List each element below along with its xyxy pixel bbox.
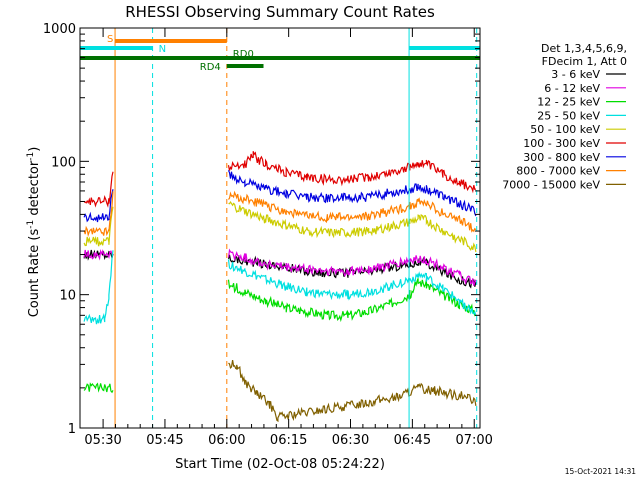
series-line-2 <box>227 278 477 323</box>
series-line-3 <box>227 259 477 317</box>
status-label-rd0: RD0 <box>233 49 254 60</box>
chart-title: RHESSI Observing Summary Count Rates <box>125 3 435 21</box>
legend-header-line-2: FDecim 1, Att 0 <box>542 55 627 68</box>
series-line-1 <box>227 248 477 286</box>
legend-entry-label: 25 - 50 keV <box>537 109 600 122</box>
status-label-rd4: RD4 <box>200 62 221 73</box>
y-label-part-3: ) <box>27 147 42 152</box>
series-line-3 <box>83 250 114 325</box>
y-tick-label: 10 <box>59 289 76 304</box>
series-line-2 <box>83 382 114 394</box>
series-line-7 <box>228 190 477 233</box>
legend-entry-label: 800 - 7000 keV <box>516 165 600 178</box>
series-line-5 <box>84 171 114 208</box>
x-tick-label: 07:00 <box>455 433 492 448</box>
y-label-part-1: Count Rate (s <box>27 229 42 318</box>
y-tick-label: 1 <box>68 422 76 437</box>
legend-entry-label: 7000 - 15000 keV <box>502 178 600 191</box>
x-tick-label: 05:45 <box>146 433 183 448</box>
legend-entry-label: 3 - 6 keV <box>551 68 600 81</box>
x-axis-ticks: 05:30 05:45 06:00 06:15 06:30 06:45 07:00 <box>84 28 493 448</box>
y-label-sup-1: -1 <box>26 220 36 229</box>
x-tick-label: 06:00 <box>208 433 245 448</box>
series-line-4 <box>83 206 114 247</box>
series-line-8 <box>228 360 477 423</box>
y-tick-label: 100 <box>51 155 76 170</box>
data-layer <box>83 151 477 423</box>
series-line-4 <box>228 200 477 253</box>
legend-entry-label: 50 - 100 keV <box>530 123 600 136</box>
legend-entry-label: 6 - 12 keV <box>544 82 600 95</box>
y-axis-label: Count Rate (s-1 detector-1) <box>26 147 42 318</box>
y-label-part-2: detector <box>27 160 42 220</box>
status-label-n: N <box>159 44 166 55</box>
legend-header-line-1: Det 1,3,4,5,6,9, <box>541 42 627 55</box>
status-label-s: S <box>107 34 113 45</box>
legend-entry-label: 300 - 800 keV <box>523 151 600 164</box>
marker-layer <box>114 28 478 428</box>
legend-entry-label: 12 - 25 keV <box>537 96 600 109</box>
x-tick-label: 06:45 <box>394 433 431 448</box>
y-tick-label: 1000 <box>43 22 76 37</box>
series-line-1 <box>83 248 114 261</box>
x-tick-label: 06:15 <box>270 433 307 448</box>
x-tick-label: 05:30 <box>84 433 121 448</box>
x-tick-label: 06:30 <box>332 433 369 448</box>
series-line-6 <box>227 170 477 217</box>
series-line-7 <box>83 191 114 238</box>
x-axis-label: Start Time (02-Oct-08 05:24:22) <box>175 457 385 472</box>
y-label-sup-2: -1 <box>26 152 36 161</box>
legend: Det 1,3,4,5,6,9, FDecim 1, Att 0 3 - 6 k… <box>502 42 627 191</box>
footer-timestamp: 15-Oct-2021 14:31 <box>565 467 636 476</box>
series-line-5 <box>227 151 477 194</box>
series-line-6 <box>83 189 114 223</box>
legend-entry-label: 100 - 300 keV <box>523 137 600 150</box>
status-layer: S N RD0 RD4 <box>80 34 480 73</box>
plot-frame <box>79 27 481 429</box>
y-axis-ticks: 1 10 100 1000 <box>43 22 480 437</box>
